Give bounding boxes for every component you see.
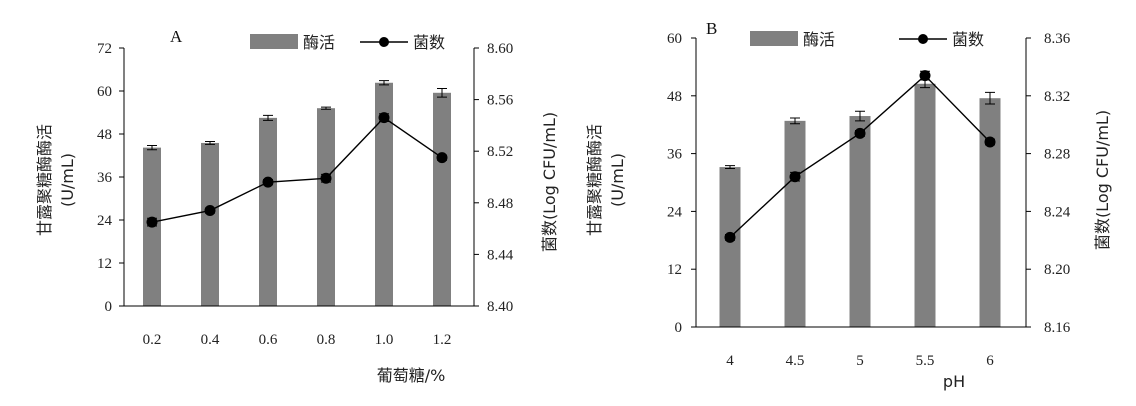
chart-a-ylabel-left: 甘露聚糖酶酶活	[35, 124, 54, 236]
chart-b-legend-line-label: 菌数	[952, 30, 984, 49]
chart-b-count-point-4	[724, 231, 736, 243]
chart-a-x-tick-0.6: 0.6	[259, 332, 278, 348]
chart-a-legend-bar-swatch	[250, 34, 298, 49]
chart-b-left-ticks: 0 12 24 36 48 60	[667, 31, 696, 336]
chart-b-left-tick-24: 24	[667, 204, 683, 220]
chart-a-x-tick-1.0: 1.0	[375, 332, 394, 348]
chart-a-count-point-0.2	[146, 216, 158, 228]
chart-b-left-tick-12: 12	[667, 262, 682, 278]
chart-a-bar-error-1.2	[437, 87, 447, 98]
chart-b-ylabel-left: 甘露聚糖酶酶活	[585, 124, 604, 236]
chart-a-ylabel-left-unit: (U/mL)	[58, 153, 77, 207]
chart-a-bar-0.4	[201, 142, 219, 306]
chart-a-left-tick-48: 48	[97, 127, 112, 143]
chart-b-right-tick-8.32: 8.32	[1044, 89, 1070, 105]
chart-a-right-tick-8.56: 8.56	[487, 93, 514, 109]
chart-b-count-points	[724, 70, 996, 243]
chart-a-left-tick-72: 72	[97, 41, 112, 57]
chart-b-right-tick-8.36: 8.36	[1044, 31, 1071, 47]
chart-b-x-tick-5: 5	[856, 353, 864, 369]
chart-a-right-tick-8.40: 8.40	[487, 299, 513, 315]
chart-a-x-tick-1.2: 1.2	[433, 332, 452, 348]
chart-b-bar-6	[979, 98, 1001, 327]
chart-a-x-ticks: 0.2 0.4 0.6 0.8 1.0 1.2	[143, 332, 452, 348]
chart-a-bar-errors	[147, 80, 447, 151]
chart-a-count-point-0.8	[320, 172, 332, 184]
chart-a-right-ticks: 8.40 8.44 8.48 8.52 8.56 8.60	[474, 41, 514, 315]
chart-a-bar-1.2	[433, 92, 451, 307]
chart-b-bar-4	[719, 167, 741, 327]
chart-b-bar-error-4	[725, 165, 735, 170]
chart-b-bar-error-5	[855, 110, 865, 122]
chart-a-legend-bar-label: 酶活	[303, 33, 335, 52]
chart-a-left-tick-12: 12	[97, 256, 112, 272]
chart-b-x-tick-4.5: 4.5	[786, 353, 805, 369]
chart-b-x-tick-6: 6	[986, 353, 994, 369]
chart-b: B 0 12 24 36 48 60 8.16 8.20 8.24 8.28 8.32 8.36 4…	[585, 19, 1112, 391]
chart-b-right-tick-8.16: 8.16	[1044, 320, 1071, 336]
chart-b-count-point-5	[854, 127, 866, 139]
chart-b-count-point-5.5	[919, 70, 931, 82]
chart-b-left-tick-48: 48	[667, 89, 682, 105]
chart-b-left-tick-0: 0	[675, 320, 683, 336]
chart-b-bar-5	[849, 116, 871, 327]
chart-a-count-point-1.2	[436, 152, 448, 164]
chart-a-count-points	[146, 112, 448, 228]
chart-b-bar-error-4.5	[790, 117, 800, 125]
chart-a-left-ticks: 0 12 24 36 48 60 72	[97, 41, 124, 315]
chart-a-ylabel-right: 菌数(Log CFU/mL)	[540, 112, 559, 252]
chart-a-right-tick-8.60: 8.60	[487, 41, 513, 57]
chart-a-count-point-1.0	[378, 112, 390, 124]
chart-a-right-tick-8.44: 8.44	[487, 247, 514, 263]
chart-b-ylabel-right: 菌数(Log CFU/mL)	[1093, 110, 1112, 250]
chart-a-bar-1.0	[375, 82, 393, 306]
chart-a-x-tick-0.2: 0.2	[143, 332, 162, 348]
chart-b-count-point-4.5	[789, 171, 801, 183]
chart-a-bar-error-0.8	[321, 106, 331, 110]
chart-b-left-tick-60: 60	[667, 31, 682, 47]
chart-a-count-point-0.4	[204, 205, 216, 217]
chart-b-ylabel-left-unit: (U/mL)	[608, 153, 627, 207]
chart-b-count-point-6	[984, 136, 996, 148]
chart-a-left-tick-60: 60	[97, 84, 112, 100]
chart-a-bar-0.8	[317, 108, 335, 306]
chart-b-right-ticks: 8.16 8.20 8.24 8.28 8.32 8.36	[1026, 31, 1071, 336]
chart-b-bar-4.5	[784, 120, 806, 327]
chart-a-x-tick-0.8: 0.8	[317, 332, 336, 348]
chart-a-xlabel: 葡萄糖/%	[377, 366, 446, 385]
chart-b-x-tick-5.5: 5.5	[916, 353, 935, 369]
chart-a-bar-0.6	[259, 117, 277, 306]
chart-b-right-tick-8.24: 8.24	[1044, 204, 1071, 220]
chart-b-legend-bar-swatch	[750, 31, 798, 46]
chart-a-bar-error-0.2	[147, 144, 157, 151]
chart-b-legend-bar-label: 酶活	[803, 30, 835, 49]
chart-a-legend-line-marker	[379, 37, 389, 47]
chart-a-bars	[143, 82, 451, 307]
chart-a-right-tick-8.48: 8.48	[487, 196, 513, 212]
chart-b-bar-5.5	[914, 83, 936, 327]
panel-b-label: B	[706, 19, 717, 38]
chart-b-xlabel: pH	[943, 372, 965, 391]
chart-a-left-tick-24: 24	[97, 213, 113, 229]
chart-a-left-tick-36: 36	[97, 170, 113, 186]
chart-a-count-line	[151, 116, 443, 223]
chart-a-bar-error-1.0	[379, 80, 389, 86]
chart-b-x-ticks: 4 4.5 5 5.5 6	[726, 353, 994, 369]
chart-a-bar-error-0.6	[263, 114, 273, 121]
chart-a-right-tick-8.52: 8.52	[487, 144, 513, 160]
chart-b-left-tick-36: 36	[667, 147, 683, 163]
chart-b-x-tick-4: 4	[726, 353, 734, 369]
chart-a-count-point-0.6	[262, 176, 274, 188]
chart-b-right-tick-8.20: 8.20	[1044, 262, 1070, 278]
chart-a-bar-error-0.4	[205, 141, 215, 145]
chart-b-legend-line-marker	[918, 34, 928, 44]
chart-a-x-tick-0.4: 0.4	[201, 332, 220, 348]
chart-a-left-tick-0: 0	[105, 299, 113, 315]
chart-b-bar-error-6	[985, 91, 995, 105]
chart-b-right-tick-8.28: 8.28	[1044, 147, 1070, 163]
chart-a: A 0 12 24 36 48 60 72 8.40 8.44 8.48 8.52 8.56 8.60…	[35, 27, 559, 385]
panel-a-label: A	[170, 27, 183, 46]
chart-a-legend-line-label: 菌数	[413, 33, 445, 52]
